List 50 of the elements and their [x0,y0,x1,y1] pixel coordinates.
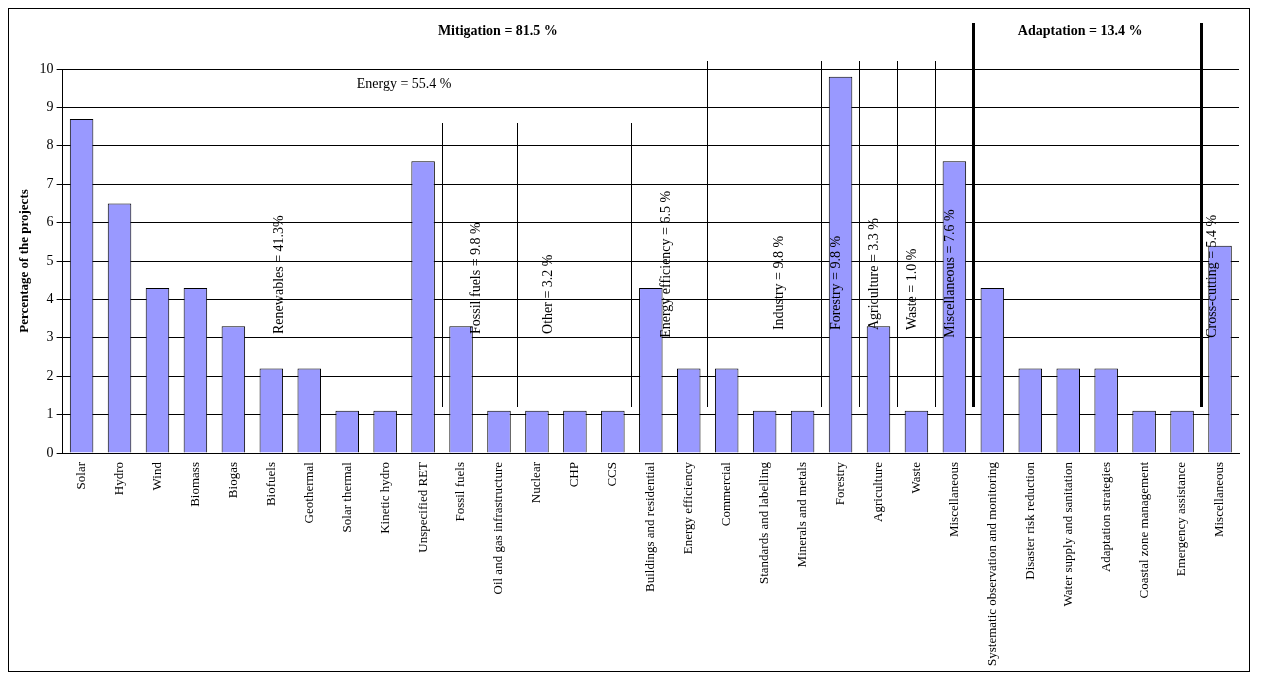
y-tick-label: 3 [46,329,54,345]
x-tick-label: Fossil fuels [452,462,468,522]
y-tick-label: 1 [46,406,54,422]
x-tick-label: Biofuels [262,462,278,507]
x-tick-label: Solar [73,461,88,490]
y-tick-label: 8 [46,137,54,153]
annotation: Miscellaneous = 7.6 % [942,209,958,338]
x-tick-label: Minerals and metals [794,462,810,568]
x-tick-label: Biogas [224,462,240,499]
x-tick-label: CHP [566,462,582,488]
y-tick-label: 4 [46,291,54,307]
y-tick-label: 7 [46,175,54,191]
x-tick-label: Agriculture [869,461,885,522]
x-tick-label: Unspecified RET [414,461,430,553]
x-tick-label: Coastal zone management [1135,461,1151,599]
x-tick-label: Forestry [831,461,847,506]
y-tick-label: 5 [46,252,54,268]
y-tick-label: 6 [46,214,54,230]
x-tick-label: Kinetic hydro [376,462,392,534]
annotation: Industry = 9.8 % [771,235,787,331]
x-tick-label: Emergency assistance [1173,461,1189,577]
x-tick-label: Buildings and residential [642,461,658,592]
x-tick-label: Wind [148,461,164,491]
text: Mitigation = 81.5 % [437,22,558,38]
x-tick-label: Energy efficiency [680,461,696,555]
text: Adaptation = 13.4 % [1017,22,1143,38]
x-tick-label: Miscellaneous [1211,462,1227,538]
y-tick-label: 0 [46,444,54,460]
y-axis-title: Percentage of the projects [16,189,32,333]
x-tick-label: Systematic observation and monitoring [983,461,999,667]
annotation: Forestry = 9.8 % [828,235,844,331]
x-tick-label: Geothermal [300,461,316,524]
x-tick-label: Standards and labelling [756,461,772,585]
x-tick-label: Hydro [110,462,126,496]
annotation: Waste = 1.0 % [904,248,920,331]
x-tick-label: Water supply and sanitation [1059,461,1075,607]
annotation: Energy = 55.4 % [356,76,452,92]
x-tick-label: Biomass [186,462,202,507]
x-tick-label: Adaptation strategies [1097,462,1113,573]
x-tick-label: Disaster risk reduction [1021,461,1037,580]
y-tick-label: 2 [46,367,54,383]
y-tick-label: 9 [46,99,54,115]
y-tick-label: 10 [39,60,54,76]
x-tick-label: Miscellaneous [945,462,961,538]
x-tick-label: CCS [604,462,620,487]
x-tick-label: Solar thermal [338,461,354,533]
x-tick-label: Waste [907,461,923,494]
x-tick-label: Commercial [718,461,734,527]
x-tick-label: Oil and gas infrastructure [490,461,506,595]
x-tick-label: Nuclear [528,461,544,504]
